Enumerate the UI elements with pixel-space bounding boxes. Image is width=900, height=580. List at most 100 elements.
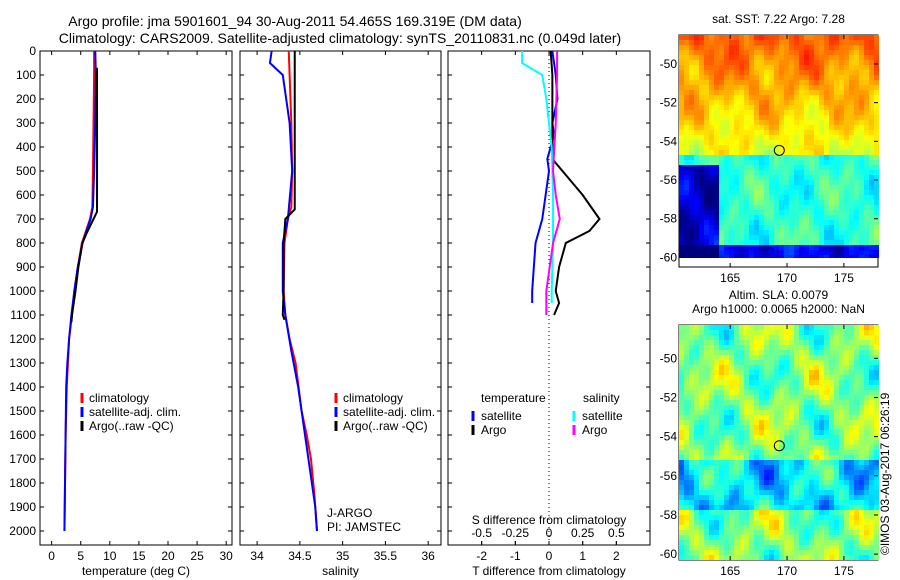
map-cell bbox=[719, 525, 724, 530]
map-cell bbox=[829, 190, 834, 195]
map-cell bbox=[819, 385, 824, 390]
map-cell bbox=[734, 60, 739, 65]
map-cell bbox=[779, 400, 784, 405]
map-cell bbox=[769, 540, 774, 545]
map-cell bbox=[829, 125, 834, 130]
map-cell bbox=[684, 35, 689, 40]
map-cell bbox=[734, 110, 739, 115]
map-cell bbox=[814, 450, 819, 455]
map-cell bbox=[749, 520, 754, 525]
map-cell bbox=[794, 330, 799, 335]
map-cell bbox=[844, 45, 849, 50]
map-cell bbox=[719, 480, 724, 485]
map-cell bbox=[794, 75, 799, 80]
map-cell bbox=[744, 375, 749, 380]
map-cell bbox=[729, 215, 734, 220]
map-cell bbox=[849, 465, 854, 470]
map-cell bbox=[694, 120, 699, 125]
map-cell bbox=[839, 205, 844, 210]
map-cell bbox=[774, 430, 779, 435]
map-cell bbox=[729, 395, 734, 400]
map-cell bbox=[864, 220, 869, 225]
map-cell bbox=[739, 195, 744, 200]
map-cell bbox=[834, 455, 839, 460]
map-cell bbox=[734, 415, 739, 420]
map-cell bbox=[849, 65, 854, 70]
map-cell bbox=[844, 530, 849, 535]
map-cell bbox=[799, 450, 804, 455]
map-cell bbox=[829, 225, 834, 230]
map-cell bbox=[749, 360, 754, 365]
map-cell bbox=[784, 350, 789, 355]
map-cell bbox=[849, 55, 854, 60]
map-cell bbox=[799, 385, 804, 390]
map-cell bbox=[694, 110, 699, 115]
map-cell bbox=[799, 510, 804, 515]
map-cell bbox=[684, 395, 689, 400]
map-cell bbox=[729, 195, 734, 200]
y-tick-label: 1600 bbox=[9, 428, 36, 442]
map-cell bbox=[704, 450, 709, 455]
map-cell bbox=[694, 245, 699, 250]
map-cell bbox=[844, 475, 849, 480]
map-cell bbox=[814, 535, 819, 540]
map-cell bbox=[749, 85, 754, 90]
map-cell bbox=[744, 240, 749, 245]
map-cell bbox=[854, 235, 859, 240]
map-cell bbox=[709, 65, 714, 70]
map-cell bbox=[854, 150, 859, 155]
map-cell bbox=[739, 485, 744, 490]
map-cell bbox=[804, 145, 809, 150]
map-cell bbox=[729, 475, 734, 480]
map-cell bbox=[744, 550, 749, 555]
map-cell bbox=[874, 45, 879, 50]
map-cell bbox=[694, 505, 699, 510]
map-cell bbox=[739, 330, 744, 335]
map-cell bbox=[764, 180, 769, 185]
map-cell bbox=[834, 530, 839, 535]
map-cell bbox=[739, 45, 744, 50]
map-cell bbox=[709, 150, 714, 155]
map-cell bbox=[779, 360, 784, 365]
map-cell bbox=[859, 325, 864, 330]
map-cell bbox=[689, 40, 694, 45]
map-cell bbox=[814, 480, 819, 485]
map-cell bbox=[729, 415, 734, 420]
map-cell bbox=[764, 85, 769, 90]
map-cell bbox=[749, 500, 754, 505]
map-cell bbox=[684, 490, 689, 495]
map-cell bbox=[809, 415, 814, 420]
map-cell bbox=[794, 90, 799, 95]
map-cell bbox=[724, 460, 729, 465]
map-cell bbox=[849, 430, 854, 435]
map-cell bbox=[809, 105, 814, 110]
map-cell bbox=[784, 40, 789, 45]
map-cell bbox=[754, 325, 759, 330]
map-cell bbox=[739, 495, 744, 500]
map-cell bbox=[684, 450, 689, 455]
map-cell bbox=[789, 105, 794, 110]
legend-title-temperature: temperature bbox=[481, 391, 546, 405]
map-cell bbox=[769, 115, 774, 120]
map-cell bbox=[764, 240, 769, 245]
map-cell bbox=[854, 145, 859, 150]
map-cell bbox=[824, 70, 829, 75]
map-cell bbox=[684, 195, 689, 200]
map-cell bbox=[749, 495, 754, 500]
map-cell bbox=[714, 70, 719, 75]
map-cell bbox=[834, 420, 839, 425]
map-cell bbox=[684, 105, 689, 110]
map-cell bbox=[724, 365, 729, 370]
map-cell bbox=[794, 365, 799, 370]
map-cell bbox=[734, 245, 739, 250]
map-cell bbox=[729, 455, 734, 460]
map-cell bbox=[764, 60, 769, 65]
map-cell bbox=[769, 200, 774, 205]
map-cell bbox=[724, 480, 729, 485]
map-cell bbox=[844, 170, 849, 175]
map-cell bbox=[789, 395, 794, 400]
map-cell bbox=[844, 145, 849, 150]
map-cell bbox=[769, 550, 774, 555]
map-cell bbox=[764, 440, 769, 445]
map-cell bbox=[789, 65, 794, 70]
